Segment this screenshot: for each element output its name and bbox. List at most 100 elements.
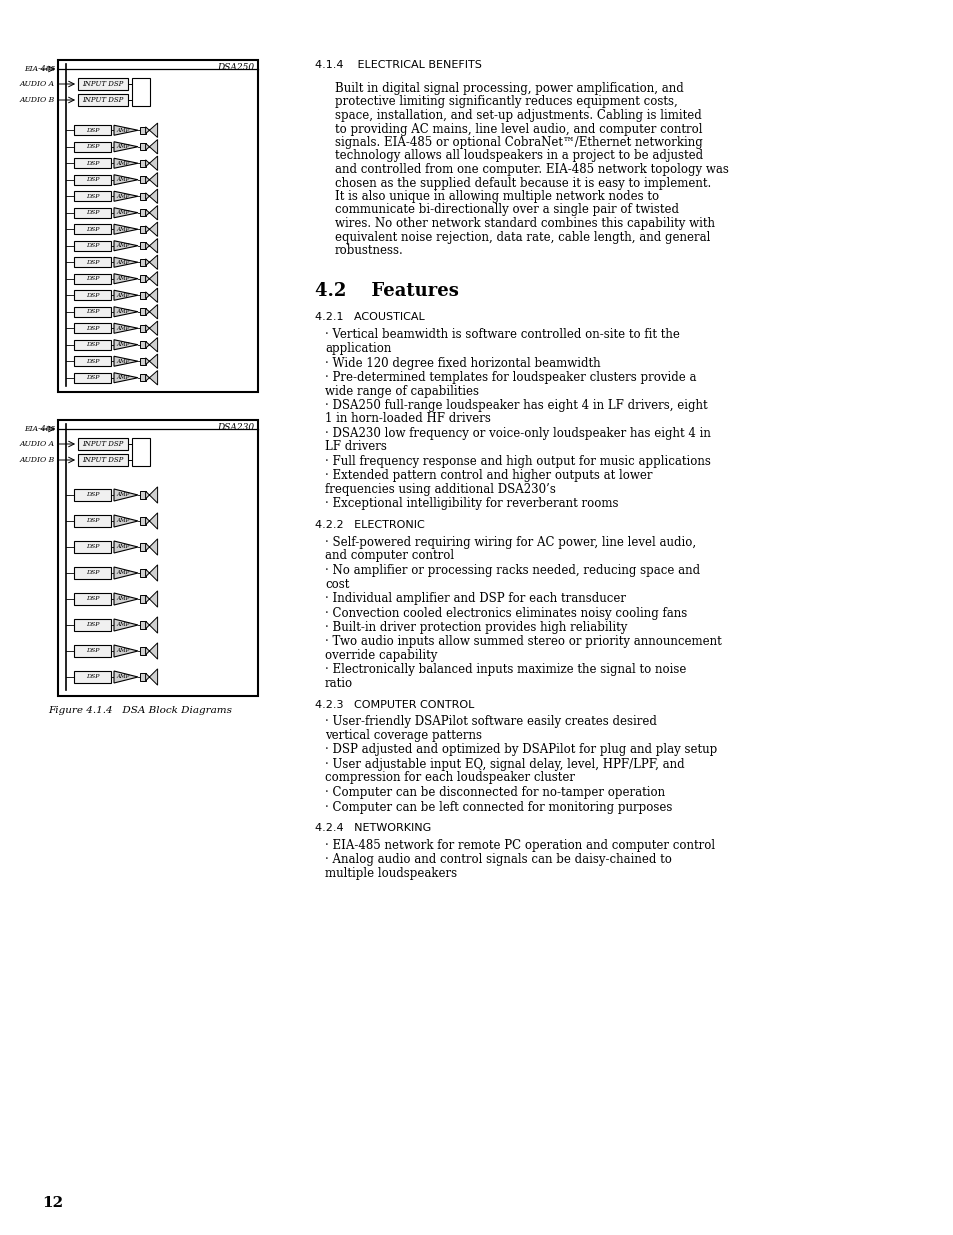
Text: DSP: DSP xyxy=(86,293,99,298)
Polygon shape xyxy=(113,274,138,284)
Polygon shape xyxy=(146,513,157,529)
Text: DSP: DSP xyxy=(86,127,99,132)
Text: · Self-powered requiring wiring for AC power, line level audio,: · Self-powered requiring wiring for AC p… xyxy=(325,536,696,550)
Polygon shape xyxy=(113,340,138,350)
Text: 1 in horn-loaded HF drivers: 1 in horn-loaded HF drivers xyxy=(325,412,491,426)
Text: equivalent noise rejection, data rate, cable length, and general: equivalent noise rejection, data rate, c… xyxy=(335,231,710,243)
Text: 4.2.3   COMPUTER CONTROL: 4.2.3 COMPUTER CONTROL xyxy=(314,699,474,709)
Text: 4.1.4    ELECTRICAL BENEFITS: 4.1.4 ELECTRICAL BENEFITS xyxy=(314,61,481,70)
Text: · Computer can be disconnected for no-tamper operation: · Computer can be disconnected for no-ta… xyxy=(325,785,664,799)
Text: AMP: AMP xyxy=(116,309,130,314)
Bar xyxy=(140,325,146,332)
Polygon shape xyxy=(113,541,138,553)
Bar xyxy=(74,174,111,185)
Polygon shape xyxy=(146,337,157,352)
Text: DSP: DSP xyxy=(86,519,99,524)
Bar xyxy=(132,78,150,106)
Polygon shape xyxy=(113,290,138,300)
Polygon shape xyxy=(146,487,157,503)
Text: DSP: DSP xyxy=(86,545,99,550)
Polygon shape xyxy=(113,671,138,683)
Text: EIA-485: EIA-485 xyxy=(24,425,55,433)
Polygon shape xyxy=(113,567,138,579)
Bar xyxy=(74,593,111,605)
Polygon shape xyxy=(146,616,157,634)
Text: AMP: AMP xyxy=(116,571,130,576)
Bar xyxy=(74,340,111,350)
Text: cost: cost xyxy=(325,578,349,590)
Text: DSP: DSP xyxy=(86,259,99,264)
Text: to providing AC mains, line level audio, and computer control: to providing AC mains, line level audio,… xyxy=(335,122,701,136)
Text: · EIA-485 network for remote PC operation and computer control: · EIA-485 network for remote PC operatio… xyxy=(325,839,715,852)
Polygon shape xyxy=(146,256,157,269)
Bar xyxy=(74,515,111,527)
Bar xyxy=(74,241,111,251)
Text: DSP: DSP xyxy=(86,622,99,627)
Polygon shape xyxy=(146,354,157,368)
Text: DSP: DSP xyxy=(86,227,99,232)
Text: It is also unique in allowing multiple network nodes to: It is also unique in allowing multiple n… xyxy=(335,190,659,203)
Polygon shape xyxy=(113,191,138,201)
Text: · Electronically balanced inputs maximize the signal to noise: · Electronically balanced inputs maximiz… xyxy=(325,663,685,677)
Bar xyxy=(132,438,150,466)
Bar xyxy=(74,207,111,217)
Text: communicate bi-directionally over a single pair of twisted: communicate bi-directionally over a sing… xyxy=(335,204,679,216)
Polygon shape xyxy=(113,207,138,217)
Bar xyxy=(140,242,146,249)
Text: DSP: DSP xyxy=(86,597,99,601)
Bar xyxy=(78,454,128,466)
Polygon shape xyxy=(146,370,157,385)
Text: · Pre-determined templates for loudspeaker clusters provide a: · Pre-determined templates for loudspeak… xyxy=(325,370,696,384)
Text: wide range of capabilities: wide range of capabilities xyxy=(325,384,478,398)
Bar xyxy=(74,489,111,501)
Text: robustness.: robustness. xyxy=(335,245,403,257)
Text: AMP: AMP xyxy=(116,194,130,199)
Text: AUDIO B: AUDIO B xyxy=(20,456,55,464)
Text: AMP: AMP xyxy=(116,648,130,653)
Polygon shape xyxy=(146,124,157,137)
Polygon shape xyxy=(113,225,138,235)
Text: AMP: AMP xyxy=(116,277,130,282)
Text: 4.2.1   ACOUSTICAL: 4.2.1 ACOUSTICAL xyxy=(314,312,424,322)
Text: · Two audio inputs allow summed stereo or priority announcement: · Two audio inputs allow summed stereo o… xyxy=(325,636,721,648)
Bar xyxy=(74,541,111,553)
Text: AMP: AMP xyxy=(116,358,130,364)
Text: AMP: AMP xyxy=(116,674,130,679)
Text: · Exceptional intelligibility for reverberant rooms: · Exceptional intelligibility for reverb… xyxy=(325,498,618,510)
Bar xyxy=(74,324,111,333)
Text: signals. EIA-485 or optional CobraNet™/Ethernet networking: signals. EIA-485 or optional CobraNet™/E… xyxy=(335,136,702,149)
Polygon shape xyxy=(113,356,138,367)
Polygon shape xyxy=(146,288,157,303)
Text: and controlled from one computer. EIA-485 network topology was: and controlled from one computer. EIA-48… xyxy=(335,163,728,177)
Bar xyxy=(140,210,146,216)
Polygon shape xyxy=(113,324,138,333)
Bar xyxy=(74,567,111,579)
Bar xyxy=(74,671,111,683)
Bar xyxy=(74,290,111,300)
Text: · DSA230 low frequency or voice-only loudspeaker has eight 4 in: · DSA230 low frequency or voice-only lou… xyxy=(325,427,710,440)
Text: AUDIO B: AUDIO B xyxy=(20,96,55,104)
Polygon shape xyxy=(146,305,157,319)
Bar xyxy=(140,275,146,282)
Polygon shape xyxy=(146,189,157,204)
Bar xyxy=(74,306,111,316)
Bar xyxy=(140,673,146,680)
Text: ratio: ratio xyxy=(325,677,353,690)
Text: AMP: AMP xyxy=(116,127,130,132)
Bar xyxy=(74,158,111,168)
Text: DSP: DSP xyxy=(86,243,99,248)
Text: technology allows all loudspeakers in a project to be adjusted: technology allows all loudspeakers in a … xyxy=(335,149,702,163)
Text: Built in digital signal processing, power amplification, and: Built in digital signal processing, powe… xyxy=(335,82,683,95)
Text: AMP: AMP xyxy=(116,293,130,298)
Bar xyxy=(74,191,111,201)
Text: AMP: AMP xyxy=(116,259,130,264)
Text: AMP: AMP xyxy=(116,161,130,165)
Bar xyxy=(78,94,128,106)
Bar xyxy=(140,309,146,315)
Text: AUDIO A: AUDIO A xyxy=(20,440,55,448)
Text: AMP: AMP xyxy=(116,375,130,380)
Polygon shape xyxy=(146,272,157,287)
Polygon shape xyxy=(113,515,138,527)
Text: DSP: DSP xyxy=(86,326,99,331)
Text: DSP: DSP xyxy=(86,493,99,498)
